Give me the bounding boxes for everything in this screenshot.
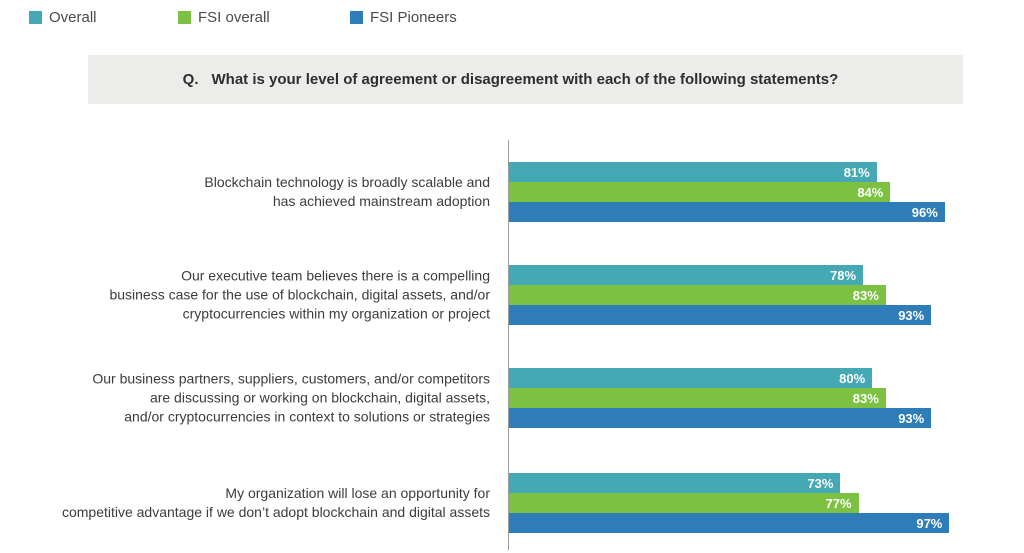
bar-value-label: 96% <box>911 204 938 220</box>
bar-value-label: 77% <box>825 495 852 511</box>
bar-value-label: 83% <box>852 390 879 406</box>
question-prefix: Q. <box>182 71 199 88</box>
bar-stack: 78% 83% 93% <box>509 265 932 325</box>
bar-fsi-pioneers: 97% <box>509 513 950 533</box>
bar-value-label: 80% <box>839 370 866 386</box>
bar-fsi-overall: 83% <box>509 388 886 408</box>
question-banner: Q. What is your level of agreement or di… <box>88 55 963 104</box>
category-label: Our business partners, suppliers, custom… <box>92 370 490 425</box>
legend-swatch-icon <box>350 11 363 24</box>
legend-swatch-icon <box>29 11 42 24</box>
legend-item-fsi-pioneers: FSI Pioneers <box>350 9 457 26</box>
bar-overall: 73% <box>509 473 841 493</box>
bar-fsi-pioneers: 93% <box>509 305 932 325</box>
question-text: What is your level of agreement or disag… <box>211 71 839 88</box>
bar-value-label: 97% <box>916 515 943 531</box>
bar-fsi-pioneers: 93% <box>509 408 932 428</box>
legend-item-fsi-overall: FSI overall <box>178 9 270 26</box>
category-label: My organization will lose an opportunity… <box>61 485 490 520</box>
category-label: Blockchain technology is broadly scalabl… <box>204 174 490 209</box>
bar-value-label: 73% <box>807 475 834 491</box>
bar-group: My organization will lose an opportunity… <box>0 473 1024 533</box>
bar-value-label: 93% <box>898 410 925 426</box>
legend-label: Overall <box>49 9 97 26</box>
y-axis-line <box>508 140 509 550</box>
bar-overall: 80% <box>509 368 873 388</box>
bar-value-label: 78% <box>830 267 857 283</box>
bar-group: Our business partners, suppliers, custom… <box>0 368 1024 428</box>
bar-value-label: 93% <box>898 307 925 323</box>
legend-label: FSI Pioneers <box>370 9 457 26</box>
bar-overall: 81% <box>509 162 877 182</box>
bar-value-label: 81% <box>843 164 870 180</box>
legend-label: FSI overall <box>198 9 270 26</box>
bar-overall: 78% <box>509 265 864 285</box>
bar-value-label: 84% <box>857 184 884 200</box>
bar-chart: Blockchain technology is broadly scalabl… <box>0 140 1024 553</box>
bar-value-label: 83% <box>852 287 879 303</box>
bar-group: Blockchain technology is broadly scalabl… <box>0 162 1024 222</box>
legend-swatch-icon <box>178 11 191 24</box>
bar-group: Our executive team believes there is a c… <box>0 265 1024 325</box>
bar-stack: 81% 84% 96% <box>509 162 945 222</box>
category-label: Our executive team believes there is a c… <box>109 267 490 322</box>
bar-fsi-overall: 77% <box>509 493 859 513</box>
bar-stack: 73% 77% 97% <box>509 473 950 533</box>
bar-fsi-pioneers: 96% <box>509 202 945 222</box>
bar-stack: 80% 83% 93% <box>509 368 932 428</box>
legend-item-overall: Overall <box>29 9 97 26</box>
bar-fsi-overall: 84% <box>509 182 891 202</box>
legend: Overall FSI overall FSI Pioneers <box>0 9 1024 29</box>
bar-fsi-overall: 83% <box>509 285 886 305</box>
